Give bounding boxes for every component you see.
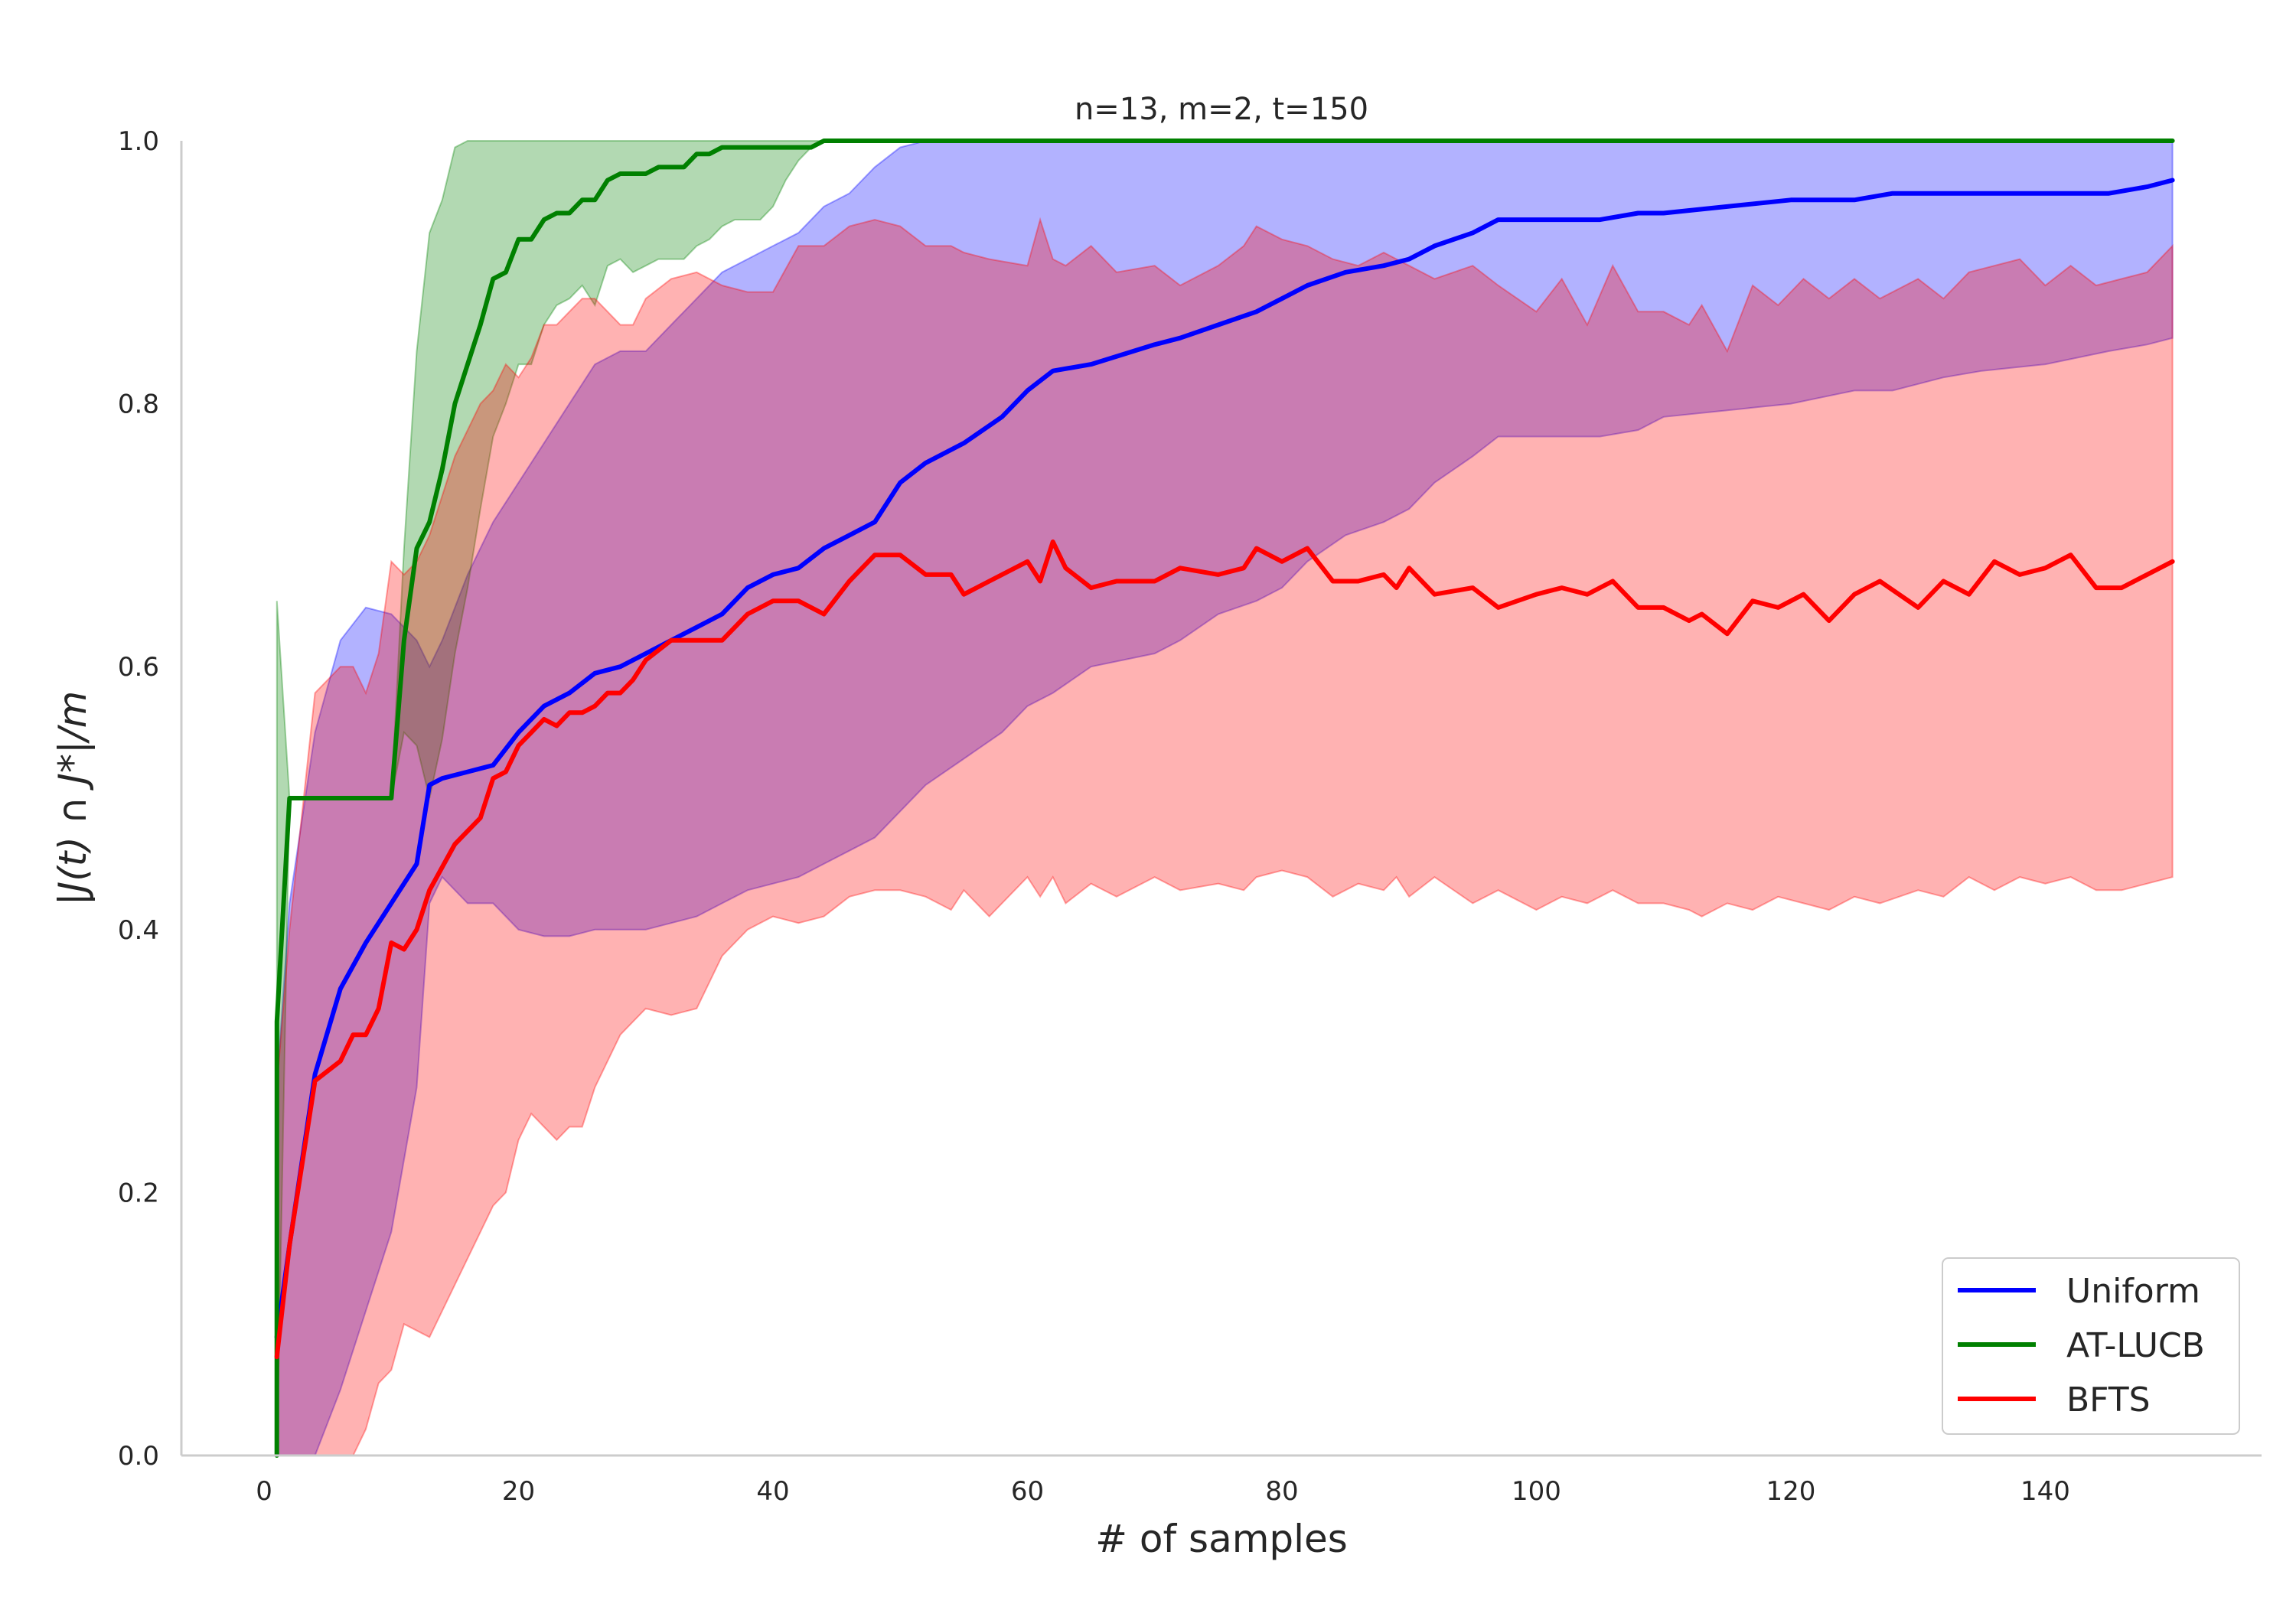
legend-label-at-lucb: AT-LUCB [2066, 1326, 2205, 1365]
y-axis-title: |J(t) ∩ J*|/m [51, 691, 95, 906]
x-tick-label: 120 [1766, 1476, 1815, 1507]
line-at-lucb [274, 139, 2175, 1458]
line-uniform [274, 178, 2175, 1340]
legend-box [1942, 1257, 2240, 1435]
y-tick-label: 0.2 [118, 1178, 159, 1208]
band-uniform [276, 140, 2174, 1456]
chart-title: n=13, m=2, t=150 [1075, 92, 1368, 127]
legend-item-uniform: Uniform [1958, 1272, 2200, 1311]
x-tick-label: 60 [1011, 1476, 1044, 1507]
x-tick-label: 20 [502, 1476, 535, 1507]
y-tick-label: 0.0 [118, 1441, 159, 1472]
y-tick-label: 1.0 [118, 126, 159, 157]
band-at-lucb [276, 140, 2173, 1456]
x-tick-label: 140 [2020, 1476, 2070, 1507]
x-axis-title: # of samples [1095, 1517, 1348, 1561]
confidence-bands [276, 140, 2174, 1456]
legend-item-at-lucb: AT-LUCB [1958, 1326, 2205, 1365]
legend: Uniform AT-LUCB BFTS [1942, 1257, 2240, 1435]
y-tick-label: 0.8 [118, 390, 159, 420]
series-lines [274, 139, 2175, 1458]
legend-label-bfts: BFTS [2066, 1380, 2151, 1420]
y-tick-labels: 0.0 0.2 0.4 0.6 0.8 1.0 [118, 126, 159, 1472]
y-tick-label: 0.4 [118, 915, 159, 946]
line-bfts [274, 539, 2175, 1360]
x-tick-labels: 0 20 40 60 80 100 120 140 [256, 1476, 2070, 1507]
x-tick-label: 0 [256, 1476, 272, 1507]
x-tick-label: 40 [756, 1476, 789, 1507]
legend-label-uniform: Uniform [2066, 1272, 2200, 1311]
y-tick-label: 0.6 [118, 652, 159, 683]
x-tick-label: 100 [1512, 1476, 1561, 1507]
x-tick-label: 80 [1265, 1476, 1298, 1507]
band-bfts [276, 217, 2174, 1456]
legend-item-bfts: BFTS [1958, 1380, 2151, 1420]
